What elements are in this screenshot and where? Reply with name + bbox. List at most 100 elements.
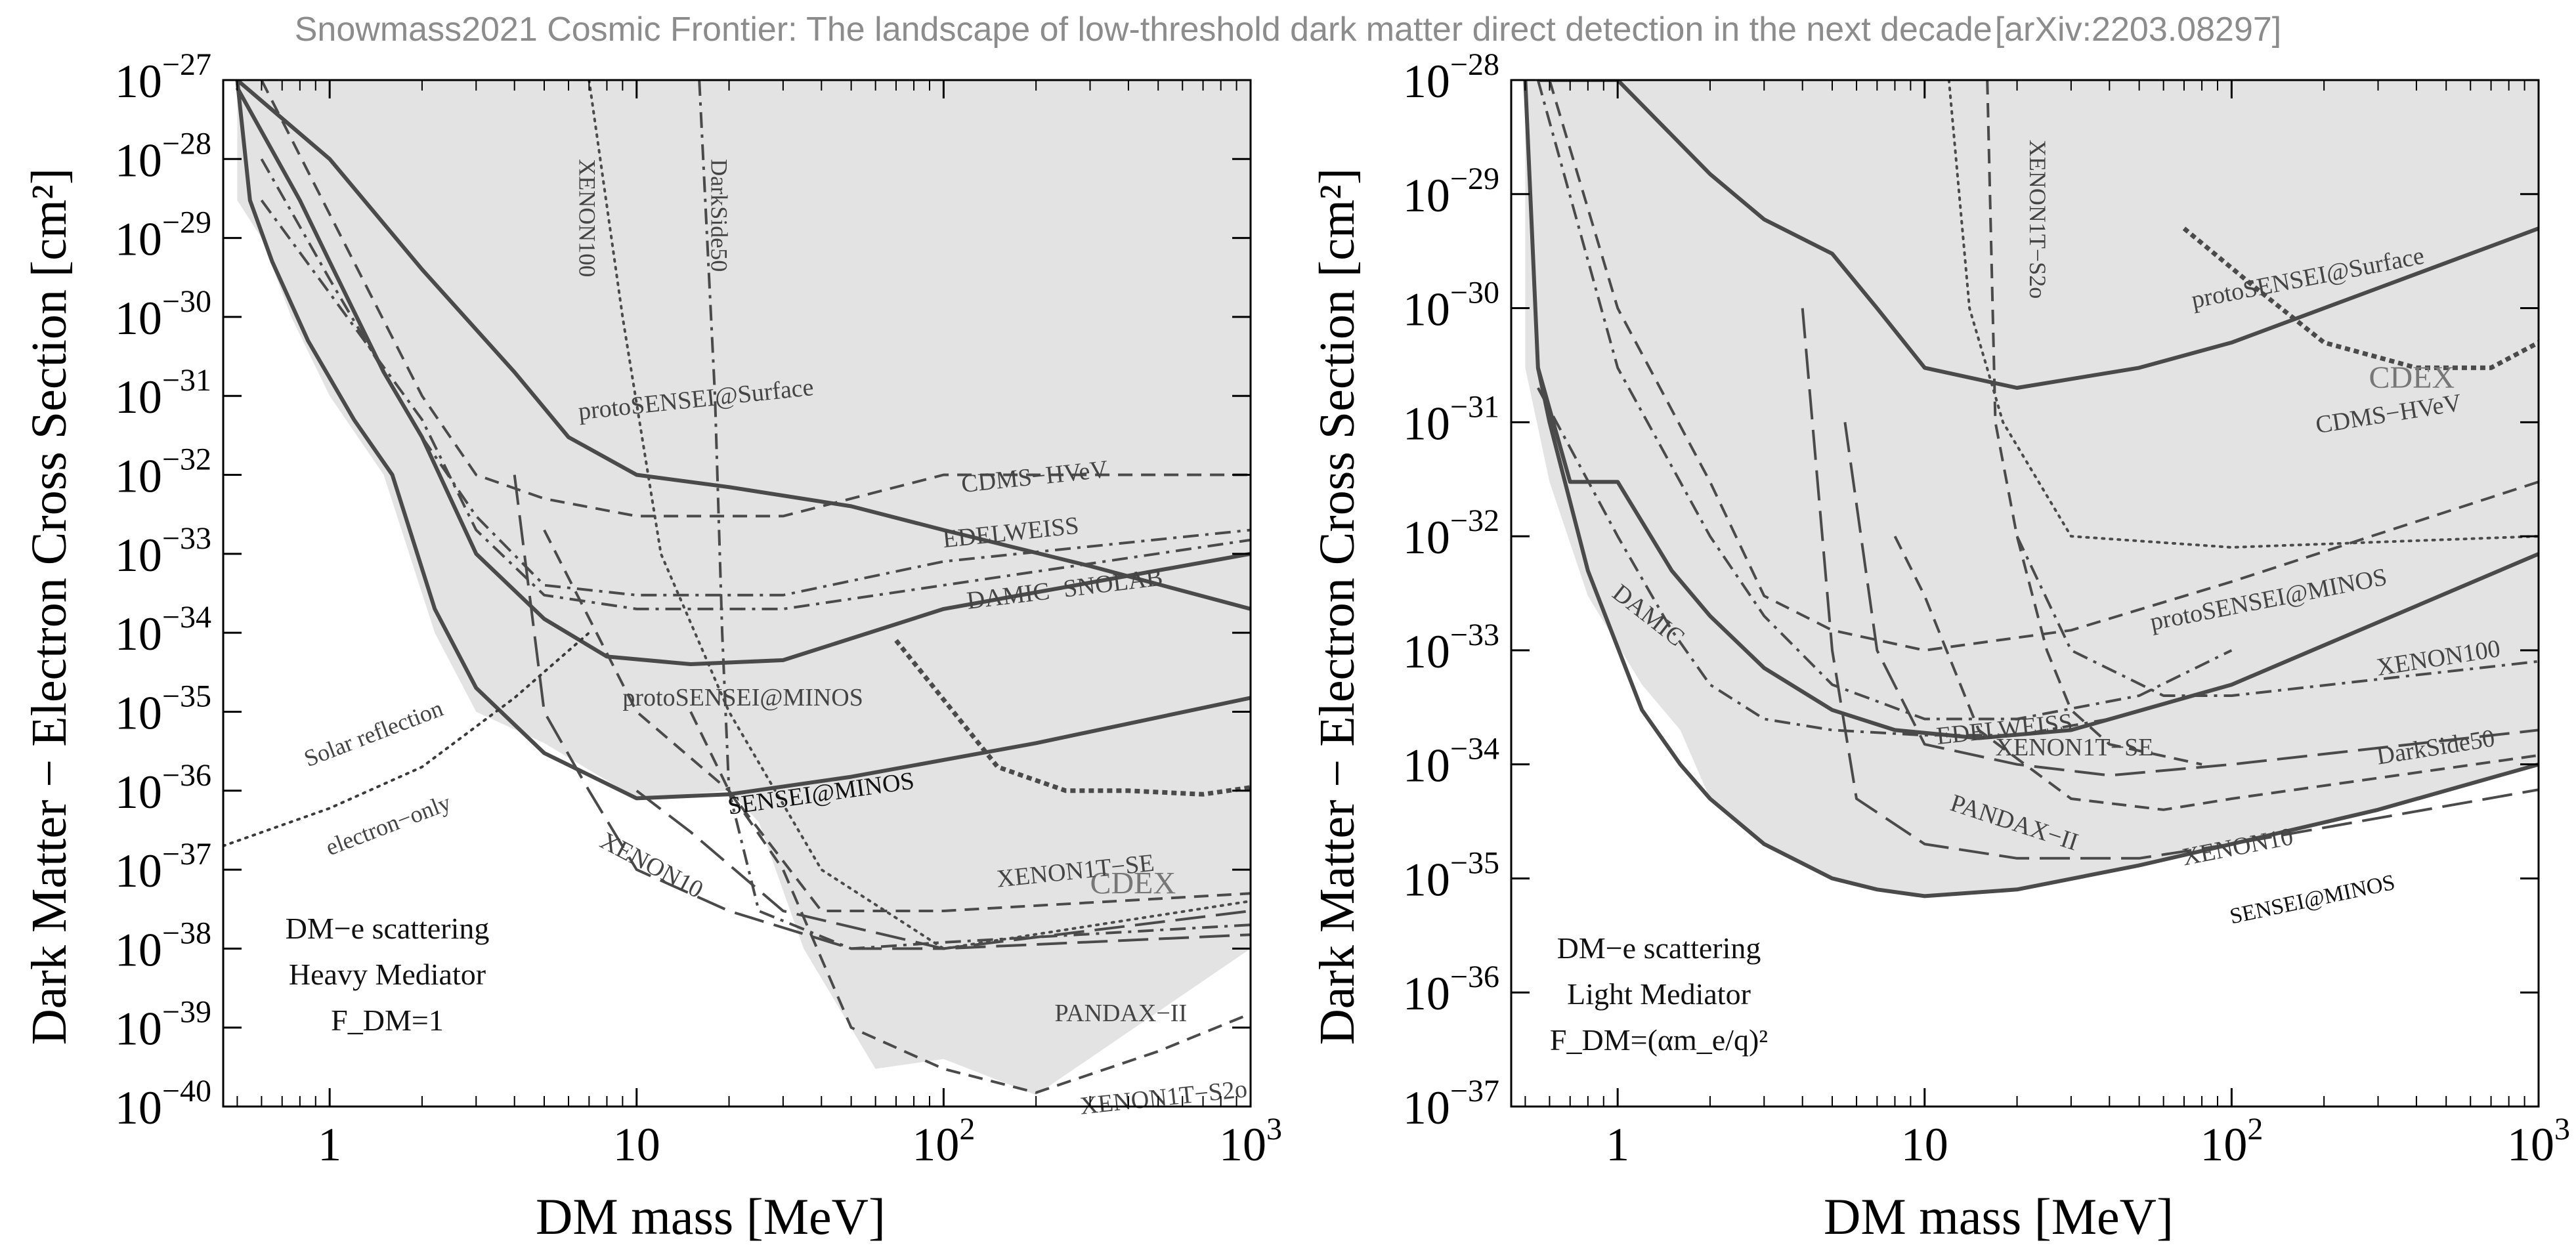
annotation-line: F_DM=(αm_e/q)² xyxy=(1550,1023,1768,1057)
y-tick-exponent: −32 xyxy=(1450,503,1499,538)
y-tick-mantissa: 10 xyxy=(115,371,162,423)
y-tick-exponent: −34 xyxy=(1450,732,1499,767)
page-title-ref: [arXiv:2203.08297] xyxy=(1994,11,2282,49)
y-tick-label: 10−35 xyxy=(1403,845,1499,906)
y-tick-exponent: −35 xyxy=(162,679,211,713)
plot-content xyxy=(223,80,1251,1095)
curve-label-cdex: CDEX xyxy=(2369,360,2455,395)
chart-heavy-mediator: protoSENSEI@SurfaceCDMS−HVeVEDELWEISSDAM… xyxy=(22,47,1282,1245)
y-tick-label: 10−27 xyxy=(115,47,211,108)
y-tick-mantissa: 10 xyxy=(115,529,162,581)
series-cdex xyxy=(2182,226,2539,370)
series-xenon1t-se xyxy=(635,790,1251,950)
annotation-line: Light Mediator xyxy=(1567,977,1751,1011)
curve-label-xenon1t-se: XENON1T−SE xyxy=(1996,734,2154,761)
series-protosensei-minos xyxy=(1535,367,2539,740)
y-tick-exponent: −40 xyxy=(162,1074,211,1108)
y-tick-label: 10−29 xyxy=(115,205,211,266)
y-tick-mantissa: 10 xyxy=(115,766,162,818)
curve-label-xenon1t-s2o: XENON1T−S2o xyxy=(2025,140,2051,299)
plot-frame xyxy=(222,79,1252,1108)
y-tick-label: 10−28 xyxy=(115,126,211,186)
plot-content xyxy=(1523,80,2539,898)
y-tick-label: 10−32 xyxy=(1403,503,1499,564)
series-xenon1t-s2o xyxy=(1986,80,2202,766)
series-xenon100 xyxy=(1947,80,2539,549)
y-tick-mantissa: 10 xyxy=(115,134,162,186)
x-axis-label: DM mass [MeV] xyxy=(536,1188,886,1245)
series-edelweiss xyxy=(1536,80,2233,721)
y-tick-exponent: −36 xyxy=(162,758,211,793)
series-darkside50 xyxy=(2015,536,2539,697)
y-tick-label: 10−40 xyxy=(115,1074,211,1134)
y-tick-label: 10−35 xyxy=(115,679,211,739)
chart-light-mediator: protoSENSEI@SurfaceCDEXCDMS−HVeVprotoSEN… xyxy=(1310,47,2570,1245)
series-xenon1t-s2o xyxy=(689,711,1251,1094)
y-tick-label: 10−36 xyxy=(1403,960,1499,1020)
plot-frame xyxy=(1510,79,2540,1108)
y-tick-label: 10−37 xyxy=(115,837,211,897)
series-xenon100 xyxy=(588,80,1251,950)
x-tick-label: 1 xyxy=(1606,1118,1629,1171)
y-tick-exponent: −32 xyxy=(162,442,211,477)
y-tick-exponent: −37 xyxy=(162,837,211,872)
y-tick-exponent: −30 xyxy=(162,284,211,319)
x-tick-exponent: 2 xyxy=(2247,1112,2263,1147)
y-tick-mantissa: 10 xyxy=(1403,625,1450,678)
y-tick-mantissa: 10 xyxy=(1403,284,1450,336)
y-tick-label: 10−33 xyxy=(115,521,211,581)
y-tick-mantissa: 10 xyxy=(115,608,162,660)
y-tick-mantissa: 10 xyxy=(115,845,162,897)
y-tick-mantissa: 10 xyxy=(1403,740,1450,792)
y-tick-exponent: −29 xyxy=(1450,161,1499,196)
y-tick-exponent: −35 xyxy=(1450,845,1499,880)
annotation-line: F_DM=1 xyxy=(331,1003,444,1037)
x-tick-label: 103 xyxy=(1219,1112,1282,1171)
series-cdms-hvev xyxy=(260,80,1251,518)
y-tick-exponent: −31 xyxy=(1450,389,1499,424)
curve-label-pandax-ii: PANDAX−II xyxy=(1055,1000,1188,1027)
series-pandax-ii xyxy=(1893,536,2539,811)
y-tick-label: 10−30 xyxy=(1403,276,1499,336)
y-tick-mantissa: 10 xyxy=(115,923,162,976)
series-sensei-minos xyxy=(235,80,1251,801)
y-tick-label: 10−39 xyxy=(115,995,211,1055)
y-tick-mantissa: 10 xyxy=(1403,397,1450,450)
y-tick-mantissa: 10 xyxy=(1403,1082,1450,1134)
series-cdms-hvev xyxy=(1548,80,2539,652)
y-tick-label: 10−31 xyxy=(1403,389,1499,450)
series-sensei-minos xyxy=(1523,80,2539,898)
y-tick-exponent: −38 xyxy=(162,916,211,950)
y-tick-label: 10−29 xyxy=(1403,161,1499,222)
x-tick-label: 10 xyxy=(613,1118,660,1171)
x-tick-exponent: 3 xyxy=(1266,1112,1282,1147)
y-tick-mantissa: 10 xyxy=(1403,853,1450,906)
y-tick-mantissa: 10 xyxy=(115,292,162,345)
series-pandax-ii xyxy=(543,529,1251,912)
y-tick-label: 10−37 xyxy=(1403,1074,1499,1134)
excluded-region xyxy=(1525,80,2539,897)
x-tick-label: 102 xyxy=(2200,1112,2263,1171)
y-tick-label: 10−38 xyxy=(115,916,211,976)
y-tick-mantissa: 10 xyxy=(1403,55,1450,108)
annotation-line: DM−e scattering xyxy=(1557,931,1761,965)
y-tick-mantissa: 10 xyxy=(115,55,162,108)
curve-label-protosensei-minos: protoSENSEI@MINOS xyxy=(622,684,863,711)
x-tick-mantissa: 10 xyxy=(1219,1118,1266,1171)
x-tick-exponent: 3 xyxy=(2554,1112,2570,1147)
page-title-text: Snowmass2021 Cosmic Frontier: The landsc… xyxy=(294,11,1992,49)
x-tick-mantissa: 10 xyxy=(613,1118,660,1171)
y-tick-label: 10−34 xyxy=(1403,732,1499,792)
series-solar-reflection-electron-only xyxy=(223,631,591,847)
y-tick-label: 10−34 xyxy=(115,600,211,660)
y-tick-exponent: −28 xyxy=(1450,47,1499,82)
x-tick-mantissa: 10 xyxy=(2200,1118,2247,1171)
x-tick-label: 1 xyxy=(318,1118,341,1171)
y-tick-label: 10−31 xyxy=(115,363,211,423)
x-tick-label: 10 xyxy=(1901,1118,1948,1171)
x-axis-label: DM mass [MeV] xyxy=(1824,1188,2174,1245)
y-tick-mantissa: 10 xyxy=(1403,967,1450,1020)
y-tick-exponent: −39 xyxy=(162,995,211,1030)
x-tick-mantissa: 10 xyxy=(2507,1118,2554,1171)
series-cdex xyxy=(894,639,1251,797)
